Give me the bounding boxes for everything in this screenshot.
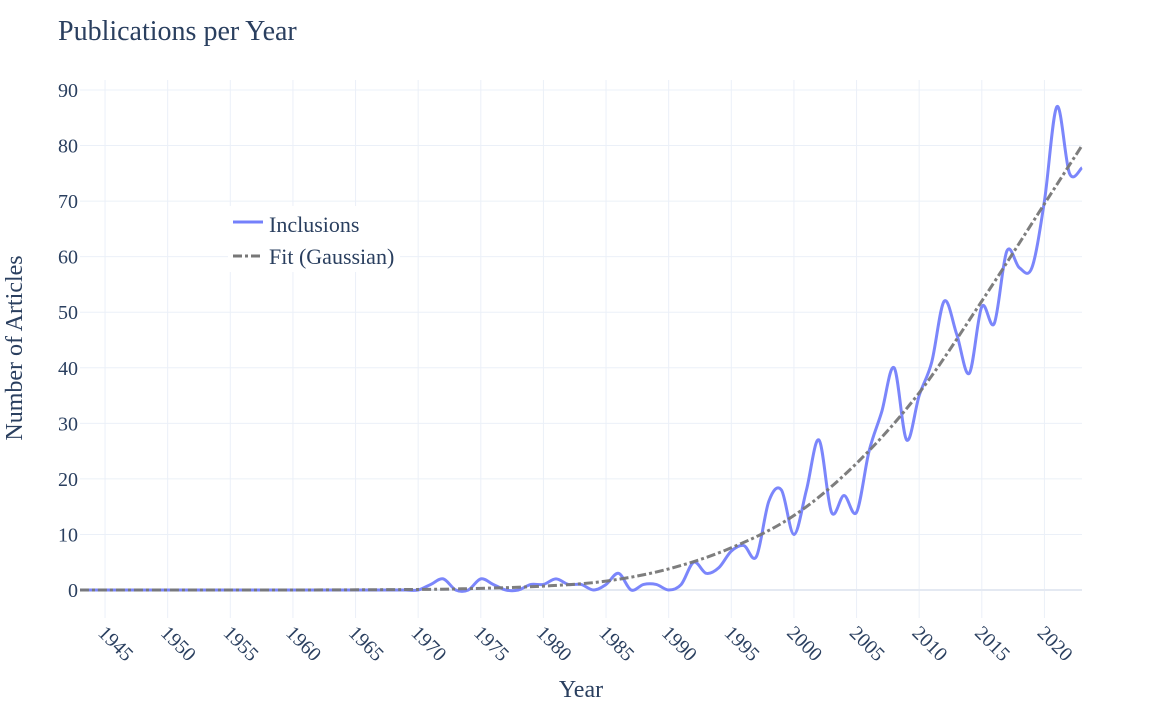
y-tick-label: 80 (58, 136, 78, 158)
chart-title: Publications per Year (58, 16, 297, 47)
y-tick-label: 60 (58, 247, 78, 269)
x-axis-label: Year (559, 677, 603, 702)
legend: Inclusions Fit (Gaussian) (228, 206, 400, 272)
x-tick-label: 1945 (94, 622, 138, 666)
y-tick-label: 70 (58, 191, 78, 213)
x-tick-label: 1970 (407, 622, 451, 666)
x-tick-label: 2010 (908, 622, 952, 666)
x-tick-label: 1990 (657, 622, 701, 666)
y-axis-label: Number of Articles (2, 255, 28, 440)
x-tick-label: 1985 (595, 622, 639, 666)
x-tick-label: 2020 (1033, 622, 1077, 666)
y-tick-label: 0 (68, 580, 78, 602)
x-tick-label: 1975 (469, 622, 513, 666)
y-tick-label: 90 (58, 80, 78, 102)
x-tick-label: 2000 (782, 622, 826, 666)
y-tick-label: 40 (58, 358, 78, 380)
x-tick-label: 1995 (720, 622, 764, 666)
y-tick-label: 30 (58, 413, 78, 435)
x-tick-label: 1980 (532, 622, 576, 666)
x-tick-label: 1950 (156, 622, 200, 666)
x-tick-label: 1955 (219, 622, 263, 666)
legend-label-fit[interactable]: Fit (Gaussian) (269, 244, 394, 269)
x-tick-label: 2015 (970, 622, 1014, 666)
y-tick-label: 50 (58, 302, 78, 324)
x-axis-ticks: 1945 1950 1955 1960 1965 1970 1975 1980 1985 1990… (94, 622, 1077, 666)
x-tick-label: 2005 (845, 622, 889, 666)
grid (80, 80, 1082, 618)
series-line-fit (80, 144, 1084, 592)
y-tick-label: 10 (58, 524, 78, 546)
legend-label-inclusions[interactable]: Inclusions (269, 212, 359, 237)
legend-background (228, 206, 400, 272)
y-axis-ticks: 0 10 20 30 40 50 60 70 80 90 (58, 80, 78, 602)
x-tick-label: 1965 (344, 622, 388, 666)
y-tick-label: 20 (58, 469, 78, 491)
series-group (80, 105, 1084, 593)
x-tick-label: 1960 (281, 622, 325, 666)
